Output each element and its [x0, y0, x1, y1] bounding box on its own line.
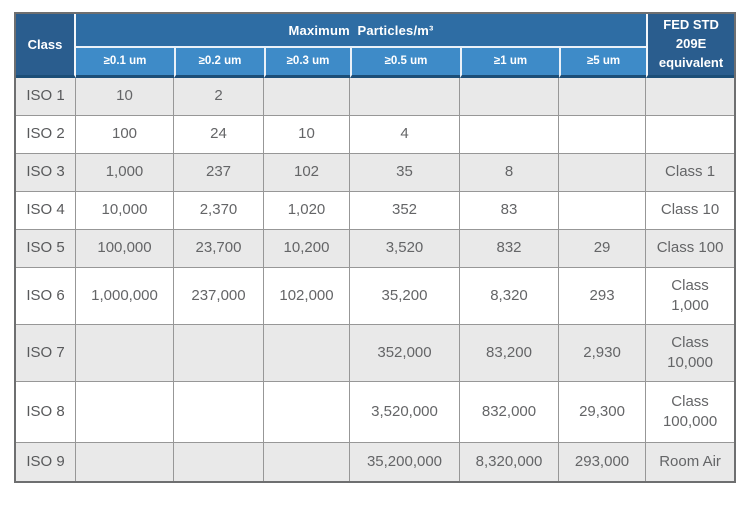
size-header-0.5um: ≥0.5 um [350, 48, 460, 78]
table-row-iso5: ISO 5 100,000 23,700 10,200 3,520 832 29… [16, 229, 735, 268]
value-cell: 10,200 [264, 229, 350, 268]
value-cell: 2,370 [174, 191, 264, 230]
table-row-iso6: ISO 6 1,000,000 237,000 102,000 35,200 8… [16, 267, 735, 325]
value-cell: 3,520 [350, 229, 460, 268]
value-cell: 10 [76, 77, 174, 116]
fed-equivalent-cell: Room Air [646, 442, 735, 481]
header-row-sizes: ≥0.1 um ≥0.2 um ≥0.3 um ≥0.5 um ≥1 um ≥5… [16, 48, 734, 78]
value-cell: 293 [559, 267, 647, 325]
fed-equivalent-cell: Class 100 [646, 229, 735, 268]
value-cell [174, 381, 264, 443]
header-row-main: Class Maximum Particles/m³ FED STD 209E … [16, 14, 735, 78]
value-cell: 8,320 [460, 267, 559, 325]
table-row-iso3: ISO 3 1,000 237 102 35 8 Class 1 [16, 153, 735, 192]
fed-equivalent-cell: Class 10 [646, 191, 735, 230]
size-header-1um: ≥1 um [460, 48, 559, 78]
value-cell: 352 [350, 191, 460, 230]
value-cell: 832,000 [460, 381, 559, 443]
size-header-0.3um: ≥0.3 um [264, 48, 350, 78]
class-cell: ISO 1 [16, 77, 76, 116]
value-cell: 24 [174, 115, 264, 154]
size-header-0.1um: ≥0.1 um [76, 48, 174, 78]
value-cell: 2 [174, 77, 264, 116]
value-cell [264, 324, 350, 382]
value-cell [559, 115, 647, 154]
fed-equivalent-cell: Class 100,000 [646, 381, 735, 443]
max-particles-header: Maximum Particles/m³ [76, 14, 647, 49]
value-cell [559, 77, 647, 116]
table-row-iso4: ISO 4 10,000 2,370 1,020 352 83 Class 10 [16, 191, 735, 230]
value-cell: 237 [174, 153, 264, 192]
value-cell: 293,000 [559, 442, 647, 481]
fed-std-209e-header: FED STD 209E equivalent [646, 14, 735, 78]
class-cell: ISO 4 [16, 191, 76, 230]
value-cell [460, 77, 559, 116]
size-header-5um: ≥5 um [559, 48, 647, 78]
value-cell: 35,200,000 [350, 442, 460, 481]
value-cell: 100 [76, 115, 174, 154]
class-cell: ISO 5 [16, 229, 76, 268]
fed-equivalent-cell [646, 77, 735, 116]
value-cell [264, 381, 350, 443]
value-cell: 8 [460, 153, 559, 192]
table-row-iso8: ISO 8 3,520,000 832,000 29,300 Class 100… [16, 381, 735, 443]
value-cell: 102,000 [264, 267, 350, 325]
value-cell: 8,320,000 [460, 442, 559, 481]
value-cell: 3,520,000 [350, 381, 460, 443]
table-row-iso1: ISO 1 10 2 [16, 77, 735, 116]
value-cell [559, 191, 647, 230]
value-cell [264, 77, 350, 116]
size-header-0.2um: ≥0.2 um [174, 48, 264, 78]
value-cell [76, 381, 174, 443]
table-row-iso2: ISO 2 100 24 10 4 [16, 115, 735, 154]
iso-cleanroom-classification-table: Class Maximum Particles/m³ FED STD 209E … [14, 12, 737, 483]
value-cell: 100,000 [76, 229, 174, 268]
value-cell: 35 [350, 153, 460, 192]
value-cell [76, 324, 174, 382]
value-cell: 83 [460, 191, 559, 230]
fed-equivalent-cell [646, 115, 735, 154]
class-cell: ISO 2 [16, 115, 76, 154]
class-column-header: Class [16, 14, 76, 78]
value-cell [264, 442, 350, 481]
class-cell: ISO 7 [16, 324, 76, 382]
table-row-iso7: ISO 7 352,000 83,200 2,930 Class 10,000 [16, 324, 735, 382]
value-cell: 1,020 [264, 191, 350, 230]
value-cell [460, 115, 559, 154]
value-cell [76, 442, 174, 481]
value-cell: 4 [350, 115, 460, 154]
value-cell [174, 324, 264, 382]
value-cell: 83,200 [460, 324, 559, 382]
class-cell: ISO 9 [16, 442, 76, 481]
value-cell: 102 [264, 153, 350, 192]
class-cell: ISO 8 [16, 381, 76, 443]
value-cell [350, 77, 460, 116]
fed-equivalent-cell: Class 10,000 [646, 324, 735, 382]
fed-equivalent-cell: Class 1 [646, 153, 735, 192]
value-cell: 10,000 [76, 191, 174, 230]
value-cell: 29,300 [559, 381, 647, 443]
table-header: Class Maximum Particles/m³ FED STD 209E … [16, 14, 735, 78]
value-cell [174, 442, 264, 481]
value-cell [559, 153, 647, 192]
value-cell: 1,000 [76, 153, 174, 192]
value-cell: 35,200 [350, 267, 460, 325]
value-cell: 29 [559, 229, 647, 268]
value-cell: 352,000 [350, 324, 460, 382]
fed-equivalent-cell: Class 1,000 [646, 267, 735, 325]
table-body: ISO 1 10 2 ISO 2 100 24 10 4 ISO 3 [16, 77, 735, 481]
page: Class Maximum Particles/m³ FED STD 209E … [14, 12, 737, 483]
value-cell: 10 [264, 115, 350, 154]
value-cell: 237,000 [174, 267, 264, 325]
value-cell: 1,000,000 [76, 267, 174, 325]
value-cell: 2,930 [559, 324, 647, 382]
value-cell: 832 [460, 229, 559, 268]
value-cell: 23,700 [174, 229, 264, 268]
table-row-iso9: ISO 9 35,200,000 8,320,000 293,000 Room … [16, 442, 735, 481]
class-cell: ISO 3 [16, 153, 76, 192]
class-cell: ISO 6 [16, 267, 76, 325]
